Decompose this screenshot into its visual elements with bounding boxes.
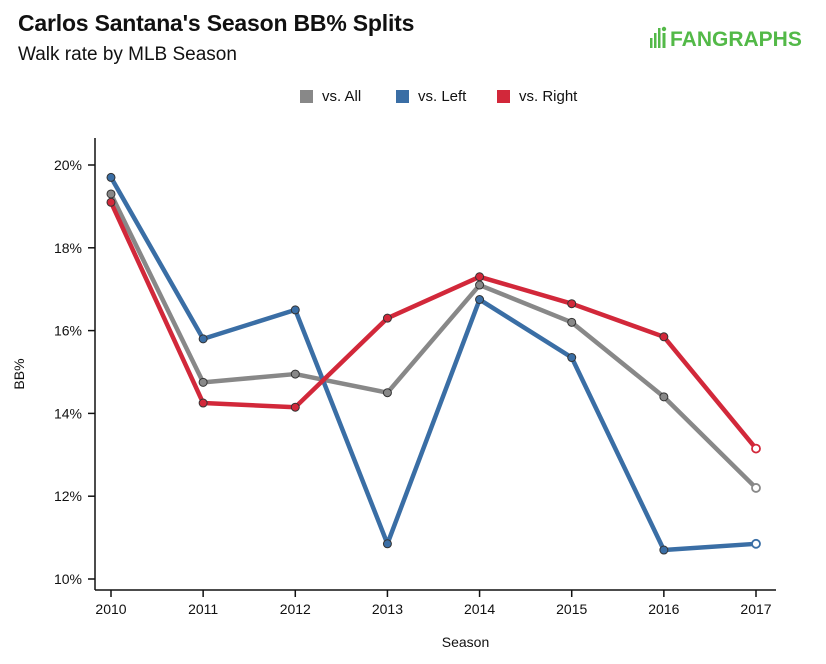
y-axis-label: BB%	[11, 358, 27, 389]
x-tick-label: 2011	[188, 601, 218, 617]
data-point	[567, 353, 577, 363]
data-point	[751, 443, 761, 454]
legend-label: vs. All	[322, 88, 362, 105]
y-tick-label: 16%	[54, 323, 82, 339]
legend-label: vs. Right	[519, 88, 578, 105]
data-point	[198, 398, 208, 408]
legend-item[interactable]: vs. Left	[396, 88, 466, 105]
series-line	[108, 191, 759, 491]
data-point	[290, 369, 300, 379]
data-point	[198, 334, 208, 344]
series-line	[108, 200, 759, 451]
data-point	[475, 272, 485, 282]
x-tick-label: 2016	[648, 601, 679, 617]
data-point	[567, 299, 577, 309]
fangraphs-logo[interactable]: FANGRAPHS	[650, 24, 810, 52]
data-point	[290, 305, 300, 315]
legend-swatch	[497, 90, 510, 103]
data-point	[751, 483, 761, 493]
chart-subtitle: Walk rate by MLB Season	[18, 44, 237, 65]
data-point	[659, 332, 669, 342]
x-tick-label: 2017	[740, 601, 771, 617]
data-point	[106, 189, 116, 199]
legend-swatch	[300, 90, 313, 103]
series-line	[108, 175, 759, 553]
x-tick-label: 2013	[372, 601, 403, 617]
legend-label: vs. Left	[418, 88, 467, 105]
data-point	[659, 392, 669, 402]
data-point	[567, 317, 577, 327]
x-tick-label: 2015	[556, 601, 587, 617]
data-point	[106, 172, 116, 182]
data-point	[475, 280, 485, 290]
y-tick-label: 18%	[54, 240, 82, 256]
x-tick-label: 2014	[464, 601, 495, 617]
data-point	[382, 388, 392, 398]
y-tick-label: 14%	[54, 405, 82, 421]
data-point	[659, 545, 669, 555]
legend-swatch	[396, 90, 409, 103]
data-point	[198, 377, 208, 387]
x-axis-label: Season	[442, 634, 489, 650]
data-point	[106, 197, 116, 207]
y-tick-label: 20%	[54, 157, 82, 173]
data-point	[751, 538, 761, 549]
chart-title: Carlos Santana's Season BB% Splits	[18, 10, 415, 36]
x-tick-label: 2012	[280, 601, 311, 617]
fangraphs-logo-text: FANGRAPHS	[670, 28, 802, 51]
legend-item[interactable]: vs. Right	[497, 88, 577, 105]
fangraphs-logo-icon	[650, 26, 667, 48]
y-tick-label: 12%	[54, 488, 82, 504]
chart-legend: vs. All vs. Left vs. Right	[0, 88, 826, 110]
data-point	[382, 313, 392, 323]
data-point	[290, 402, 300, 412]
y-tick-label: 10%	[54, 571, 82, 587]
legend-item[interactable]: vs. All	[300, 88, 361, 105]
data-point	[475, 295, 485, 305]
data-point	[382, 539, 392, 549]
x-tick-label: 2010	[95, 601, 126, 617]
